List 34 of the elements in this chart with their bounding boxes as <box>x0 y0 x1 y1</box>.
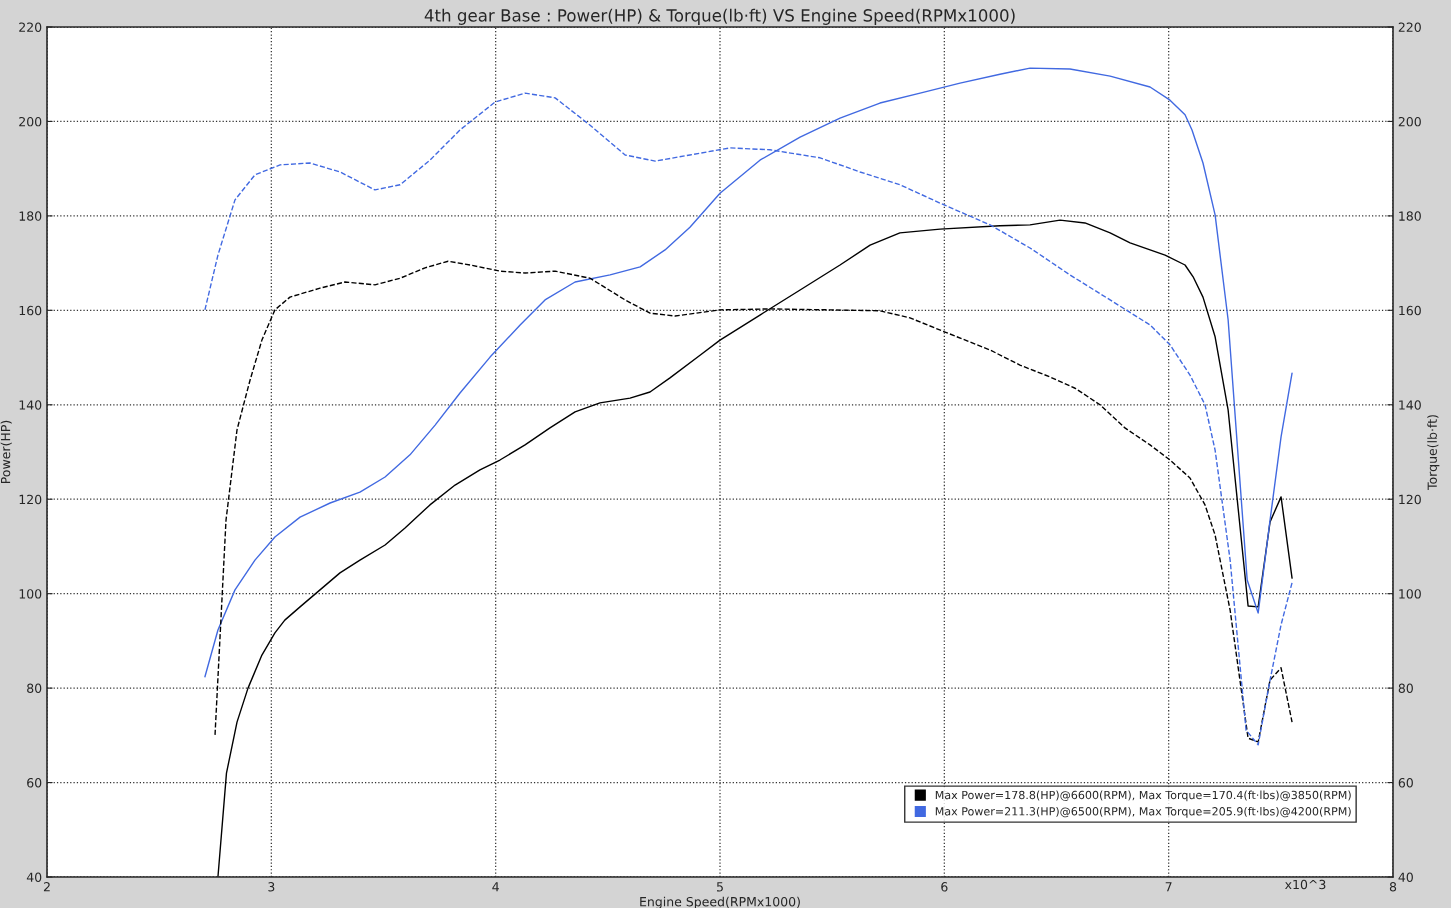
x-tick-label: 7 <box>1165 882 1172 892</box>
chart-title: 4th gear Base : Power(HP) & Torque(lb·ft) VS Engine Speed(RPMx1000) <box>424 8 1015 25</box>
x-tick-label: 5 <box>716 882 723 892</box>
y-axis-title: Power(HP) <box>0 420 12 484</box>
y-tick-label: 80 <box>27 683 42 694</box>
x-tick-label: 4 <box>492 882 499 892</box>
y2-tick-label: 100 <box>1399 589 1421 599</box>
y-tick-label: 160 <box>19 305 42 316</box>
y-tick-label: 140 <box>19 400 42 410</box>
text: x10^3 <box>1285 879 1326 890</box>
x-tick-label: 3 <box>268 882 275 892</box>
y-tick-label: 220 <box>19 22 42 32</box>
y2-axis-title: Torque(lb·ft) <box>1427 415 1440 490</box>
y-tick-label: 100 <box>19 589 42 599</box>
y2-tick-label: 140 <box>1399 400 1421 410</box>
y-tick-label: 120 <box>19 494 42 505</box>
y2-tick-label: 60 <box>1398 778 1413 788</box>
y2-tick-label: 180 <box>1399 211 1421 221</box>
y2-tick-label: 220 <box>1398 22 1421 32</box>
y2-tick-label: 200 <box>1398 116 1421 127</box>
legend-label: Max Power=211.3(HP)@6500(RPM), Max Torque=205.9(ft·lbs)@4200(RPM) <box>935 806 1351 818</box>
legend-label: Max Power=178.8(HP)@6600(RPM), Max Torque=170.4(ft·lbs)@3850(RPM) <box>935 790 1351 802</box>
x-tick-label: 8 <box>1389 882 1397 892</box>
y-tick-label: 60 <box>27 778 42 788</box>
x-tick-label: 6 <box>941 882 948 892</box>
x-axis-title: Engine Speed(RPMx1000) <box>640 896 800 908</box>
y-tick-label: 40 <box>26 872 42 882</box>
y2-tick-label: 120 <box>1399 494 1421 505</box>
y2-tick-label: 80 <box>1398 683 1413 694</box>
y-tick-label: 200 <box>19 116 42 127</box>
y-tick-label: 180 <box>19 211 42 221</box>
x-tick-label: 2 <box>43 882 50 892</box>
y2-tick-label: 160 <box>1399 305 1421 316</box>
y2-tick-label: 40 <box>1398 872 1413 882</box>
